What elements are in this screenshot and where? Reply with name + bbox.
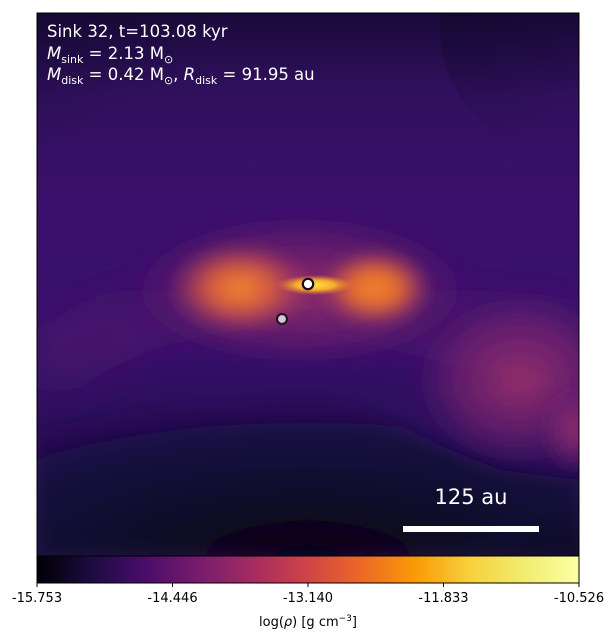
colorbar-label-rho: ρ — [284, 615, 293, 630]
colorbar: -15.753 -14.446 -13.140 -11.833 -10.526 log(… — [12, 555, 604, 630]
sun-subscript-1: ⊙ — [164, 53, 173, 66]
r-disk-value: = 91.95 au — [217, 65, 314, 84]
scale-bar-label: 125 au — [435, 485, 508, 509]
bottom-right-dark-region — [439, 466, 579, 556]
sink-primary-marker — [301, 277, 315, 291]
right-magenta-region — [410, 290, 579, 470]
annotation-line-3: Mdisk = 0.42 M⊙, Rdisk = 91.95 au — [47, 65, 315, 87]
annotation-line-2: Msink = 2.13 M⊙ — [47, 44, 173, 66]
colorbar-tick-label: -11.833 — [418, 591, 468, 606]
disk-lobe-left — [170, 243, 310, 333]
disk-core — [277, 275, 353, 295]
dark-cone-region — [37, 372, 579, 556]
colorbar-label-end: ] — [352, 615, 357, 630]
colorbar-label-sup: −3 — [339, 614, 352, 624]
colorbar-tick-label: -15.753 — [12, 591, 62, 606]
disk-lobe-right — [320, 250, 430, 326]
m-disk-symbol: M — [47, 65, 61, 84]
top-right-dark-region — [440, 13, 579, 150]
right-edge-magenta-region — [540, 385, 579, 475]
colorbar-label-after: ) [g cm — [292, 615, 338, 630]
colorbar-label-before: log( — [259, 615, 284, 630]
colorbar-tick-label: -10.526 — [554, 591, 604, 606]
colorbar-ticks: -15.753 -14.446 -13.140 -11.833 -10.526 — [12, 583, 604, 606]
m-sink-symbol: M — [47, 44, 61, 63]
m-sink-value: = 2.13 M — [83, 44, 164, 63]
colorbar-gradient — [36, 555, 580, 584]
sink-secondary-marker — [275, 312, 289, 326]
colorbar-label: log(ρ) [g cm−3] — [259, 614, 357, 630]
sun-subscript-2: ⊙ — [164, 74, 173, 87]
colorbar-tick-label: -13.140 — [283, 591, 333, 606]
annotation-line-1: Sink 32, t=103.08 kyr — [47, 22, 228, 41]
m-disk-value: = 0.42 M — [83, 65, 164, 84]
r-disk-symbol: R — [184, 65, 195, 84]
colorbar-tick-label: -14.446 — [147, 591, 197, 606]
top-left-dark-region — [37, 13, 290, 190]
m-sink-subscript: sink — [61, 53, 84, 66]
m-disk-subscript: disk — [61, 74, 84, 87]
r-disk-separator: , — [173, 65, 184, 84]
scale-bar — [403, 526, 539, 532]
r-disk-subscript: disk — [195, 74, 218, 87]
